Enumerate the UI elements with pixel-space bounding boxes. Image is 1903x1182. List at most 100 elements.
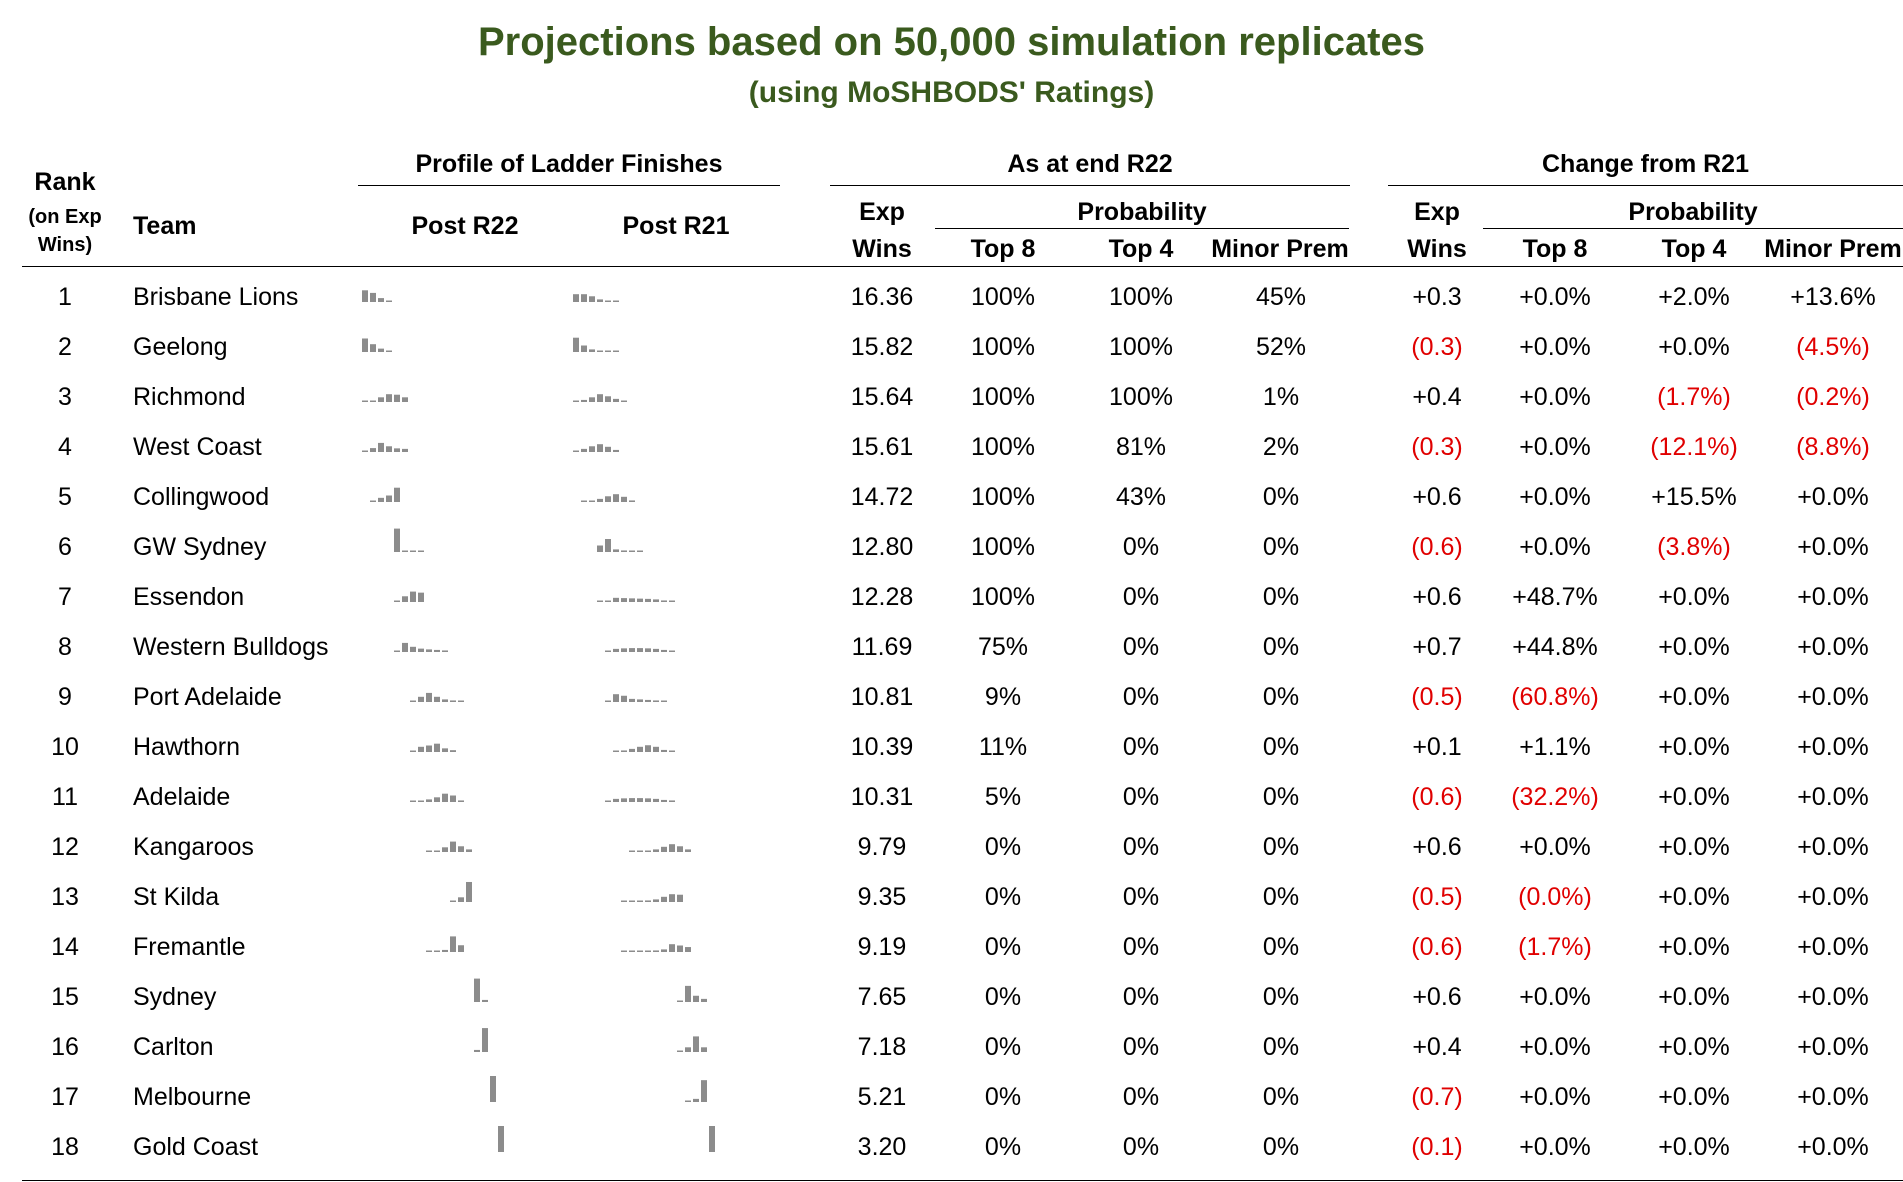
post-r21-profile-sparkline-bar xyxy=(621,900,627,902)
chg-minor-prem-cell: +0.0% xyxy=(1797,1083,1869,1111)
rank-cell: 1 xyxy=(58,283,72,311)
chg-exp-wins-cell: (0.6) xyxy=(1411,933,1463,961)
top4-cell: 0% xyxy=(1122,833,1160,861)
minor-prem-cell: 0% xyxy=(1262,933,1300,961)
post-r22-profile-sparkline-bar xyxy=(426,745,432,752)
chg-exp-wins-cell: +0.4 xyxy=(1412,1033,1462,1061)
post-r21-profile-sparkline-bar xyxy=(685,849,691,852)
exp-wins-cell: 10.39 xyxy=(850,733,914,761)
post-r21-profile-sparkline-bar xyxy=(621,550,627,552)
post-r22-profile-sparkline-bar xyxy=(370,500,376,502)
post-r21-profile-sparkline-bar xyxy=(629,850,635,852)
post-r22-profile-sparkline xyxy=(474,978,488,1002)
post-r22-profile-sparkline-bar xyxy=(466,849,472,852)
post-r22-profile-sparkline-bar xyxy=(418,800,424,802)
post-r22-profile-sparkline xyxy=(426,936,464,952)
post-r22-profile-sparkline-bar xyxy=(378,348,384,352)
post-r21-profile-sparkline-bar xyxy=(677,1000,683,1002)
post-r22-profile-sparkline-bar xyxy=(394,394,400,402)
post-r22-profile-sparkline-bar xyxy=(474,978,480,1002)
post-r21-profile-sparkline-bar xyxy=(637,699,643,702)
exp-wins-cell: 12.28 xyxy=(850,583,914,611)
post-r21-profile-sparkline xyxy=(677,1036,707,1052)
post-r21-profile-sparkline xyxy=(613,745,675,752)
post-r21-profile-sparkline-bar xyxy=(597,498,603,502)
post-r21-profile-sparkline-bar xyxy=(661,896,667,902)
post-r22-profile-sparkline-bar xyxy=(394,448,400,452)
chg-exp-wins-cell: (0.3) xyxy=(1411,333,1463,361)
minor-prem-cell: 0% xyxy=(1262,1033,1300,1061)
top8-cell: 100% xyxy=(971,383,1035,411)
post-r21-profile-sparkline-bar xyxy=(589,500,595,502)
chg-top4-cell: +0.0% xyxy=(1658,333,1730,361)
minor-prem-cell: 0% xyxy=(1262,1133,1300,1161)
post-r21-profile-sparkline xyxy=(709,1126,715,1152)
post-r22-profile-sparkline-bar xyxy=(458,945,464,952)
post-r21-profile-sparkline-bar xyxy=(589,349,595,352)
post-r21-profile-sparkline-bar xyxy=(589,397,595,402)
post-r21-profile-sparkline xyxy=(605,648,675,652)
minor-prem-cell: 0% xyxy=(1262,683,1300,711)
post-r22-profile-sparkline-bar xyxy=(402,642,408,652)
chg-minor-prem-cell: +0.0% xyxy=(1797,883,1869,911)
top8-cell: 0% xyxy=(984,883,1022,911)
minor-prem-cell: 0% xyxy=(1262,783,1300,811)
post-r21-profile-sparkline-bar xyxy=(637,950,643,952)
post-r21-header: Post R21 xyxy=(622,212,730,240)
chg-top4-cell: +0.0% xyxy=(1658,683,1730,711)
chg-exp-wins-cell: +0.6 xyxy=(1412,583,1462,611)
post-r21-profile-sparkline xyxy=(605,798,675,802)
team-name-cell: Richmond xyxy=(133,383,246,411)
post-r21-profile-sparkline-bar xyxy=(645,850,651,852)
post-r22-profile-sparkline-bar xyxy=(434,797,440,802)
post-r21-profile-sparkline-bar xyxy=(613,350,619,352)
minor-prem-cell: 0% xyxy=(1262,983,1300,1011)
top8-cell: 0% xyxy=(984,1133,1022,1161)
rank-cell: 2 xyxy=(58,333,72,361)
post-r21-profile-sparkline-bar xyxy=(661,649,667,652)
post-r22-profile-sparkline-bar xyxy=(386,300,392,302)
team-name-cell: Fremantle xyxy=(133,933,246,961)
chg-minor-prem-cell: +0.0% xyxy=(1797,833,1869,861)
post-r22-profile-sparkline-bar xyxy=(410,700,416,702)
chg-exp-wins-cell: (0.5) xyxy=(1411,883,1463,911)
chg-exp-wins-cell: +0.7 xyxy=(1412,633,1462,661)
post-r22-profile-sparkline-bar xyxy=(394,528,400,552)
post-r21-profile-sparkline-bar xyxy=(573,337,579,352)
chg-exp-wins-cell: (0.3) xyxy=(1411,433,1463,461)
minor-prem-cell: 0% xyxy=(1262,733,1300,761)
post-r21-profile-sparkline-bar xyxy=(637,900,643,902)
post-r22-profile-sparkline xyxy=(426,841,472,852)
rank-cell: 9 xyxy=(58,683,72,711)
chg-exp-wins-cell: +0.1 xyxy=(1412,733,1462,761)
post-r21-profile-sparkline-bar xyxy=(629,648,635,652)
post-r21-profile-sparkline-bar xyxy=(613,694,619,702)
team-name-cell: West Coast xyxy=(133,433,262,461)
post-r21-profile-sparkline xyxy=(573,337,619,352)
post-r22-profile-sparkline xyxy=(490,1076,496,1102)
as-at-group-header: As at end R22 xyxy=(1007,150,1173,178)
probability-rule xyxy=(935,228,1349,229)
post-r22-profile-sparkline-bar xyxy=(450,900,456,902)
chg-top4-header: Top 4 xyxy=(1661,235,1727,263)
post-r22-profile-sparkline xyxy=(362,290,392,302)
chg-top4-cell: +0.0% xyxy=(1658,1133,1730,1161)
post-r21-profile-sparkline-bar xyxy=(701,1047,707,1052)
top8-cell: 75% xyxy=(977,633,1029,661)
post-r22-profile-sparkline-bar xyxy=(370,292,376,302)
post-r21-profile-sparkline-bar xyxy=(661,600,667,602)
chg-top4-cell: +0.0% xyxy=(1658,783,1730,811)
post-r21-profile-sparkline-bar xyxy=(621,648,627,652)
chg-minor-prem-cell: +0.0% xyxy=(1797,483,1869,511)
post-r21-profile-sparkline-bar xyxy=(637,648,643,652)
exp-wins-cell: 10.31 xyxy=(850,783,914,811)
post-r21-profile-sparkline xyxy=(573,444,619,452)
chg-top4-cell: +0.0% xyxy=(1658,583,1730,611)
post-r22-profile-sparkline-bar xyxy=(402,448,408,452)
chg-exp-wins-cell: (0.7) xyxy=(1411,1083,1463,1111)
chg-top8-cell: (60.8%) xyxy=(1511,683,1599,711)
post-r21-profile-sparkline-bar xyxy=(605,700,611,702)
post-r22-profile-sparkline-bar xyxy=(386,495,392,502)
post-r21-profile-sparkline-bar xyxy=(709,1126,715,1152)
rank-header-sub: (on Exp xyxy=(28,206,102,228)
